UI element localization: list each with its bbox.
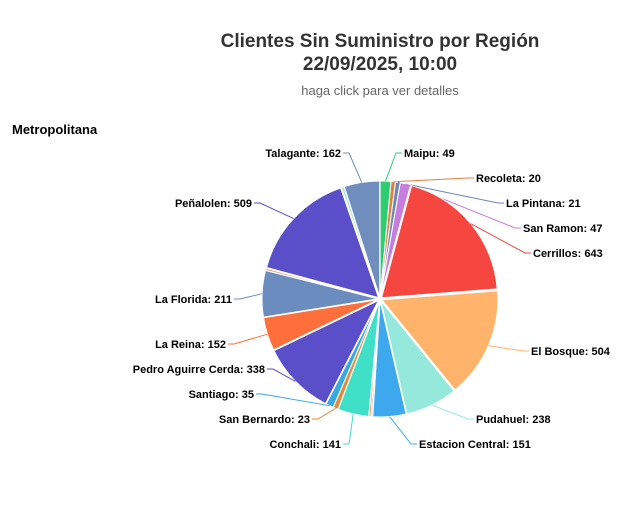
pie-connector <box>397 181 504 204</box>
pie-slice-cerrillos[interactable] <box>380 185 498 299</box>
pie-label: Peñalolen: 509 <box>175 198 252 210</box>
pie-label: La Reina: 152 <box>155 339 226 351</box>
pie-connector <box>267 368 296 382</box>
pie-connector <box>256 393 330 407</box>
pie-connector <box>385 152 402 182</box>
pie-connector <box>389 416 417 445</box>
pie-slice-peñalolen[interactable] <box>265 187 380 299</box>
pie-label: Estacion Central: 151 <box>419 439 531 451</box>
pie-slice[interactable] <box>264 267 379 299</box>
pie-label: La Pintana: 21 <box>506 198 581 210</box>
chart-subtitle: haga click para ver detalles <box>301 83 459 98</box>
pie-label: Recoleta: 20 <box>476 173 541 185</box>
pie-connector <box>393 177 474 183</box>
chart-title-line1: Clientes Sin Suministro por Región <box>220 31 540 52</box>
pie-label: El Bosque: 504 <box>531 346 611 358</box>
pie-connector <box>470 223 531 254</box>
pie-label: Santiago: 35 <box>189 389 254 401</box>
pie-connector <box>312 407 336 420</box>
region-label: Metropolitana <box>12 122 98 137</box>
pie-label: La Florida: 211 <box>155 294 232 306</box>
pie-slice-pedro-aguirre-cerda[interactable] <box>273 299 380 405</box>
pie-label: Cerrillos: 643 <box>533 248 603 260</box>
pie-label: Pedro Aguirre Cerda: 338 <box>133 364 265 376</box>
chart-title: Clientes Sin Suministro por Región 22/09… <box>0 30 633 76</box>
pie-label: Talagante: 162 <box>265 148 341 160</box>
pie-slice-pudahuel[interactable] <box>380 300 455 415</box>
chart-title-line2: 22/09/2025, 10:00 <box>302 54 458 75</box>
pie-connector <box>343 413 354 445</box>
pie-label: San Bernardo: 23 <box>219 414 310 426</box>
pie-slice-talagante[interactable] <box>343 180 381 298</box>
pie-connector <box>228 333 268 345</box>
pie-label: Pudahuel: 238 <box>476 414 551 426</box>
pie-slice-santiago[interactable] <box>325 300 380 408</box>
pie-label: San Ramon: 47 <box>523 223 602 235</box>
pie-slice-san-ramon[interactable] <box>379 182 412 298</box>
pie-connector <box>431 404 474 420</box>
pie-connector <box>254 202 294 220</box>
pie-slice-la-reina[interactable] <box>262 299 379 351</box>
pie-label: Maipu: 49 <box>404 148 455 160</box>
pie-label: Conchali: 141 <box>269 439 341 451</box>
pie-connector <box>343 152 363 183</box>
pie-connector <box>234 293 263 300</box>
pie-connector <box>488 345 529 352</box>
pie-slice-el-bosque[interactable] <box>380 290 499 391</box>
